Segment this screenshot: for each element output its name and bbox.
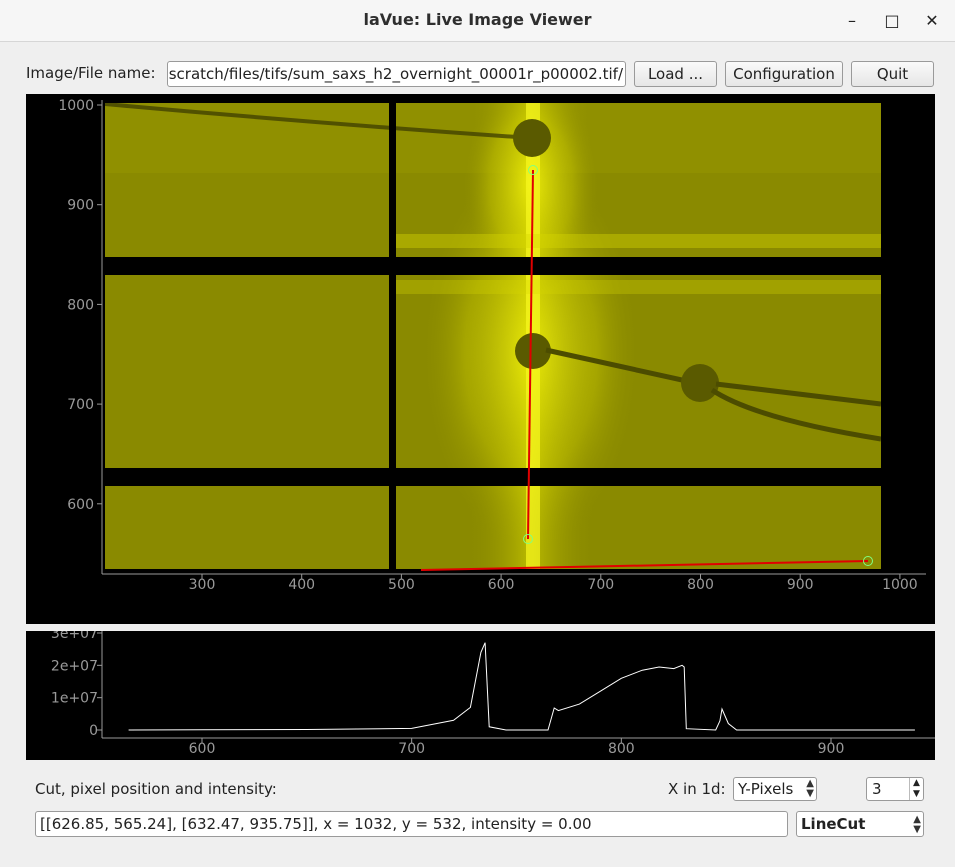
image-x-tick-label: 500: [388, 577, 415, 593]
image-x-tick-label: 900: [787, 577, 814, 593]
updown-arrow-icon: ▲ ▼: [806, 778, 814, 799]
line-cut-plot[interactable]: 600 700 800 900 3e+07 2e+07 1e+07 0: [26, 626, 935, 760]
load-button[interactable]: Load ...: [634, 61, 717, 87]
file-name-input[interactable]: /scratch/files/tifs/sum_saxs_h2_overnigh…: [167, 61, 626, 87]
image-y-tick-label: 1000: [58, 98, 94, 114]
spin-value: 3: [872, 780, 882, 798]
spin-arrows-icon[interactable]: ▲ ▼: [909, 778, 923, 800]
plot-y-axis: 3e+07 2e+07 1e+07 0: [51, 626, 102, 739]
close-icon[interactable]: ✕: [925, 11, 939, 30]
window-title: laVue: Live Image Viewer: [363, 10, 592, 29]
plot-x-tick-label: 800: [608, 741, 635, 757]
x-in-1d-value: Y-Pixels: [738, 780, 794, 798]
file-name-label: Image/File name:: [26, 64, 156, 82]
image-x-tick-label: 400: [288, 577, 315, 593]
cut-info-label: Cut, pixel position and intensity:: [35, 780, 277, 798]
x-in-1d-select[interactable]: Y-Pixels ▲ ▼: [733, 777, 817, 801]
intensity-line: [128, 642, 915, 731]
detector-image[interactable]: 300 400 500 600 700 800 900 1000 1000 900 800 700 6…: [26, 94, 935, 624]
image-y-tick-label: 600: [67, 497, 94, 513]
minimize-icon[interactable]: –: [848, 11, 856, 30]
image-y-tick-label: 800: [67, 297, 94, 313]
plot-y-tick-label: 0: [89, 723, 98, 739]
line-cut-chart[interactable]: 600 700 800 900 3e+07 2e+07 1e+07 0: [26, 626, 935, 760]
cut-info-field: [[626.85, 565.24], [632.47, 935.75]], x …: [35, 811, 788, 837]
quit-button[interactable]: Quit: [851, 61, 934, 87]
image-y-tick-label: 900: [67, 198, 94, 214]
plot-x-tick-label: 900: [818, 741, 845, 757]
image-x-tick-label: 600: [488, 577, 515, 593]
title-bar: laVue: Live Image Viewer – □ ✕: [0, 0, 955, 42]
image-x-tick-label: 800: [687, 577, 714, 593]
image-x-tick-label: 300: [189, 577, 216, 593]
tool-arrow-icon: ▲ ▼: [913, 814, 921, 835]
plot-x-tick-label: 600: [189, 741, 216, 757]
tool-select[interactable]: LineCut ▲ ▼: [796, 811, 924, 837]
image-y-axis: 1000 900 800 700 600: [58, 98, 102, 513]
image-view[interactable]: 300 400 500 600 700 800 900 1000 1000 900 800 700 6…: [26, 94, 935, 624]
image-x-axis: 300 400 500 600 700 800 900 1000: [189, 574, 918, 593]
line-width-spinbox[interactable]: 3 ▲ ▼: [866, 777, 924, 801]
plot-x-tick-label: 700: [398, 741, 425, 757]
maximize-icon[interactable]: □: [884, 11, 900, 30]
image-x-tick-label: 1000: [882, 577, 918, 593]
plot-y-tick-label: 3e+07: [51, 631, 98, 642]
plot-y-tick-label: 2e+07: [51, 658, 98, 674]
plot-x-axis: 600 700 800 900: [189, 738, 845, 757]
tool-value: LineCut: [801, 815, 866, 833]
x-in-1d-label: X in 1d:: [668, 780, 726, 798]
configuration-button[interactable]: Configuration: [725, 61, 843, 87]
plot-y-tick-label: 1e+07: [51, 691, 98, 707]
image-y-tick-label: 700: [67, 397, 94, 413]
image-x-tick-label: 700: [587, 577, 614, 593]
